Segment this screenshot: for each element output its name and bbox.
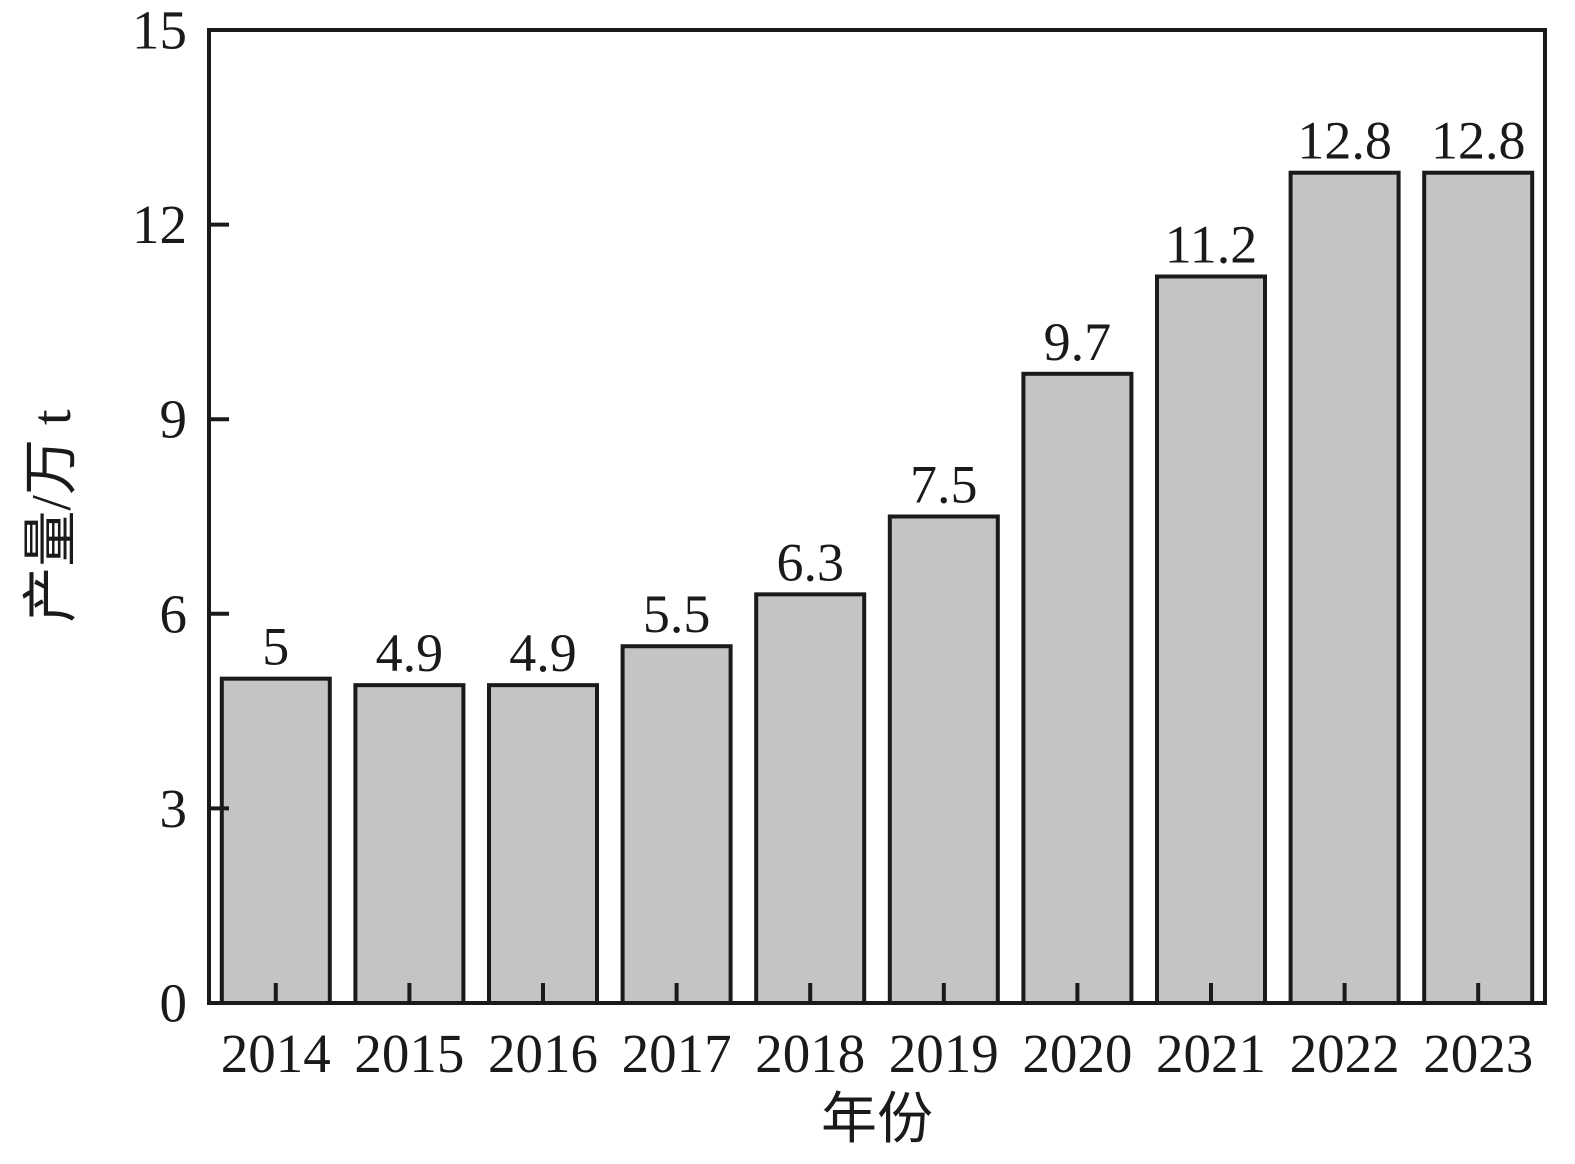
x-tick-label: 2018 <box>755 1023 865 1084</box>
y-tick-label: 12 <box>132 194 187 255</box>
x-tick-label: 2021 <box>1156 1023 1266 1084</box>
bar-2014 <box>219 676 332 1006</box>
bar-value-label: 12.8 <box>1297 111 1392 171</box>
y-tick-label: 0 <box>160 973 188 1034</box>
bar-2023 <box>1422 170 1535 1005</box>
x-tick-label: 2016 <box>488 1023 598 1084</box>
y-tick-label: 15 <box>132 0 187 61</box>
x-axis-title: 年份 <box>821 1089 933 1151</box>
bar-value-label: 7.5 <box>910 455 978 515</box>
x-tick-label: 2017 <box>622 1023 732 1084</box>
bar-value-label: 4.9 <box>509 623 577 683</box>
bar-2016 <box>487 683 599 1005</box>
bar-2019 <box>887 514 1000 1005</box>
bar-2015 <box>353 683 466 1005</box>
plot-frame <box>207 28 1547 1005</box>
bar-2021 <box>1155 274 1267 1005</box>
x-tick-label: 2020 <box>1022 1023 1132 1084</box>
x-tick-label: 2019 <box>889 1023 999 1084</box>
x-tick-label: 2014 <box>221 1023 331 1084</box>
x-tick-label: 2015 <box>354 1023 464 1084</box>
bar-2017 <box>620 644 733 1005</box>
y-tick-label: 6 <box>160 583 188 644</box>
x-tick-label: 2022 <box>1290 1023 1400 1084</box>
bar-2022 <box>1288 170 1401 1005</box>
bar-2018 <box>754 592 867 1006</box>
bar-2020 <box>1021 371 1134 1005</box>
bar-value-label: 9.7 <box>1044 312 1112 372</box>
bar-value-label: 4.9 <box>376 623 444 683</box>
bar-value-label: 5 <box>262 617 289 677</box>
bar-value-label: 6.3 <box>776 532 844 592</box>
bar-value-label: 11.2 <box>1165 214 1258 274</box>
axis-ticks <box>209 222 1481 1003</box>
plot-frame-box <box>207 28 1547 1005</box>
bar-value-label: 5.5 <box>643 584 711 644</box>
x-tick-label: 2023 <box>1423 1023 1533 1084</box>
tick-labels: 0 3 6 9 12 15 2014 2015 2016 2017 2018 2019 2020 2021… <box>132 0 1533 1084</box>
bars-layer <box>219 170 1535 1006</box>
y-axis-title: 产量/万 t <box>21 409 83 623</box>
y-tick-label: 9 <box>160 389 188 450</box>
bar-value-label: 12.8 <box>1431 111 1526 171</box>
bar-value-labels: 5 4.9 4.9 5.5 6.3 7.5 9.7 11.2 12.8 12.8 <box>262 111 1525 683</box>
y-tick-label: 3 <box>160 778 188 839</box>
